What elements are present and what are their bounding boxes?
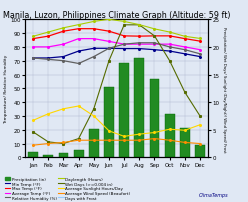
Bar — [134, 59, 144, 158]
Bar — [74, 150, 84, 158]
Y-axis label: Temperature/ Relative Humidity: Temperature/ Relative Humidity — [4, 54, 8, 123]
Legend: Precipitation (in), Min Temp (°F), Max Temp (°F), Average Temp (°F), Relative Hu: Precipitation (in), Min Temp (°F), Max T… — [4, 177, 130, 200]
Bar — [89, 129, 99, 158]
Bar — [180, 128, 190, 158]
Y-axis label: Precipitation/ Wet Days/ Sunlight (Day/Night)/ Wind Speed/ Frost: Precipitation/ Wet Days/ Sunlight (Day/N… — [222, 26, 226, 151]
Bar — [195, 145, 205, 158]
Bar — [150, 80, 159, 158]
Bar — [28, 153, 38, 158]
Bar — [43, 155, 53, 158]
Bar — [59, 154, 68, 158]
Title: Manila, Luzon, Philippines Climate Graph (Altitude: 59 ft): Manila, Luzon, Philippines Climate Graph… — [3, 11, 230, 19]
Bar — [165, 115, 175, 158]
Text: ClimaTemps: ClimaTemps — [198, 192, 228, 197]
Bar — [104, 87, 114, 158]
Bar — [119, 64, 129, 158]
